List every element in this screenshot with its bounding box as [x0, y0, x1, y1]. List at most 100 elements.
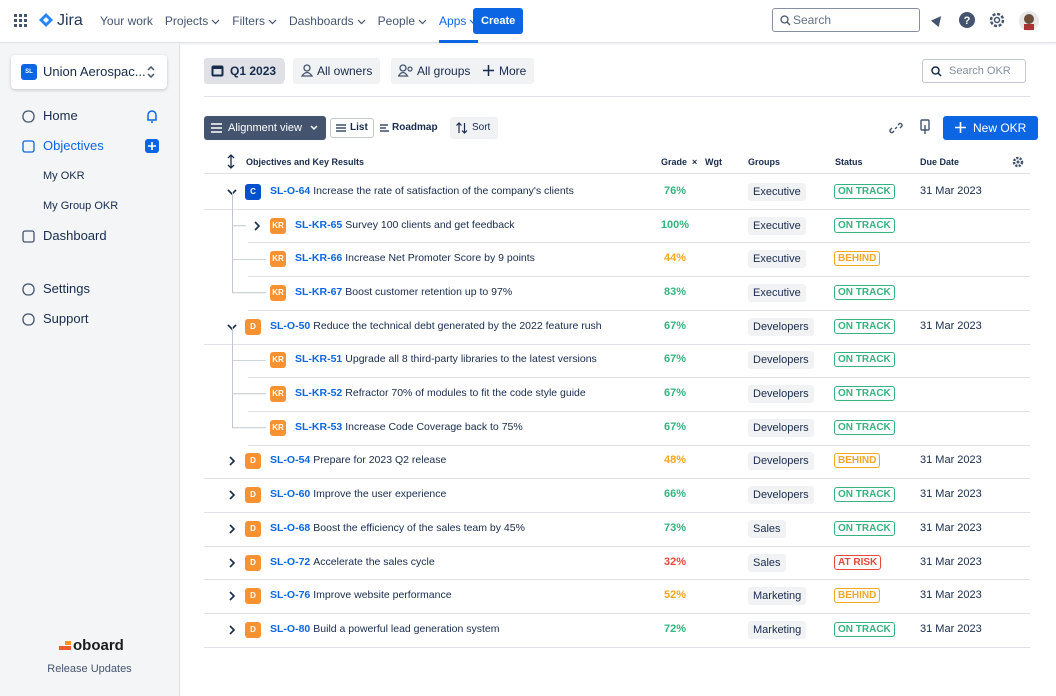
new-okr-label: New OKR — [973, 121, 1027, 135]
row-chevron — [229, 456, 236, 467]
nav-item-label: Dashboards — [288, 14, 354, 28]
row-divider — [204, 579, 1030, 581]
group: Executive — [748, 182, 806, 201]
roadmap-label: Roadmap — [392, 122, 438, 133]
okr-name: Boost customer retention up to 97% — [345, 285, 513, 298]
okr-title[interactable]: SL-KR-53 Increase Code Coverage back to 7… — [295, 421, 523, 433]
okr-title[interactable]: SL-KR-67 Boost customer retention up to 9… — [295, 286, 512, 298]
okr-title[interactable]: SL-O-72 Accelerate the sales cycle — [270, 556, 435, 568]
okr-title[interactable]: SL-KR-51 Upgrade all 8 third-party librar… — [295, 353, 597, 365]
groups-filter[interactable]: All groups — [391, 58, 479, 84]
product-name[interactable]: Jira — [57, 12, 83, 29]
okr-key[interactable]: SL-O-80 — [270, 622, 311, 635]
okr-title[interactable]: SL-O-54 Prepare for 2023 Q2 release — [270, 454, 446, 466]
grade: 52% — [663, 589, 687, 602]
status: ON TRACK — [834, 217, 895, 233]
search-box[interactable]: Search — [772, 8, 920, 32]
okr-key[interactable]: SL-O-68 — [270, 521, 311, 534]
chevron — [268, 19, 277, 25]
okr-title[interactable]: SL-O-60 Improve the user experience — [270, 488, 446, 500]
okr-key[interactable]: SL-O-50 — [270, 319, 311, 332]
owners-filter[interactable]: All owners — [293, 58, 381, 84]
more-label: More — [499, 64, 527, 78]
okr-key[interactable]: SL-O-54 — [270, 454, 311, 467]
list-toggle[interactable]: List — [330, 118, 374, 138]
okr-title[interactable]: SL-O-68 Boost the efficiency of the sales… — [270, 522, 525, 534]
status: BEHIND — [834, 453, 881, 469]
link-icon[interactable] — [889, 121, 903, 135]
help[interactable]: ? — [958, 11, 976, 29]
columns-settings[interactable] — [1012, 156, 1024, 168]
export-icon[interactable] — [920, 119, 932, 135]
level-badge: D — [245, 588, 261, 605]
side-nav-item[interactable]: Objectives — [43, 138, 104, 153]
okr-key[interactable]: SL-KR-67 — [295, 285, 343, 298]
row-divider — [204, 478, 1030, 480]
alignment-view[interactable]: Alignment view — [204, 116, 326, 140]
header-status: Status — [835, 157, 863, 167]
app-switcher[interactable] — [14, 14, 28, 28]
okr-title[interactable]: SL-KR-52 Refractor 70% of modules to fit … — [295, 387, 586, 399]
okr-name: Boost the efficiency of the sales team b… — [313, 521, 525, 534]
nav-item[interactable]: Your work — [100, 14, 153, 43]
okr-title[interactable]: SL-O-76 Improve website performance — [270, 589, 452, 601]
okr-name: Improve the user experience — [313, 488, 447, 501]
okr-title[interactable]: SL-O-50 Reduce the technical debt generat… — [270, 320, 602, 332]
more-filter[interactable]: More — [475, 58, 535, 84]
side-nav-item[interactable]: Home — [43, 108, 78, 123]
create-button[interactable]: Create — [473, 8, 524, 34]
okr-title[interactable]: SL-O-64 Increase the rate of satisfaction… — [270, 185, 574, 197]
okr-title[interactable]: SL-KR-65 Survey 100 clients and get feedb… — [295, 219, 515, 231]
jira-logo[interactable] — [38, 12, 54, 28]
release-updates[interactable]: Release Updates — [47, 663, 132, 675]
side-nav-item[interactable]: Support — [43, 311, 89, 326]
notifications[interactable] — [930, 12, 946, 28]
row-chevron — [254, 220, 261, 231]
status: BEHIND — [834, 588, 881, 604]
settings[interactable] — [988, 11, 1006, 29]
row-chevron — [229, 524, 236, 534]
okr-title[interactable]: SL-O-80 Build a powerful lead generation … — [270, 623, 499, 635]
nav-item[interactable]: People — [378, 14, 427, 43]
grade: 72% — [663, 622, 687, 635]
okr-key[interactable]: SL-O-72 — [270, 555, 311, 568]
avatar[interactable] — [1018, 10, 1040, 32]
project-selector[interactable]: SL Union Aerospac... — [11, 55, 167, 89]
grade: 67% — [663, 387, 687, 400]
okr-title[interactable]: SL-KR-66 Increase Net Promoter Score by 9… — [295, 252, 535, 264]
nav-item[interactable]: Projects — [165, 14, 220, 43]
okr-search[interactable]: Search OKR — [922, 59, 1026, 83]
side-nav-item[interactable]: Dashboard — [43, 228, 107, 243]
roadmap-toggle[interactable]: Roadmap — [375, 118, 446, 138]
okr-key[interactable]: SL-O-60 — [270, 488, 311, 501]
side-nav-icon — [22, 140, 35, 153]
nav-item-label: Your work — [100, 14, 153, 28]
new-okr-button[interactable]: New OKR — [943, 116, 1039, 140]
okr-key[interactable]: SL-KR-65 — [295, 218, 343, 231]
list-icon — [336, 124, 346, 132]
okr-name: Increase Net Promoter Score by 9 points — [345, 252, 535, 265]
side-nav-item[interactable]: My Group OKR — [43, 200, 119, 212]
list-label: List — [350, 122, 368, 133]
okr-key[interactable]: SL-KR-51 — [295, 353, 343, 366]
side-nav-icon — [22, 313, 35, 326]
okr-key[interactable]: SL-KR-66 — [295, 252, 343, 265]
okr-key[interactable]: SL-KR-52 — [295, 387, 343, 400]
due-date: 31 Mar 2023 — [920, 589, 982, 602]
selector-arrows — [147, 66, 155, 78]
side-nav-item[interactable]: Settings — [43, 281, 90, 296]
row-divider — [204, 343, 1030, 345]
okr-key[interactable]: SL-O-76 — [270, 589, 311, 602]
okr-key[interactable]: SL-O-64 — [270, 184, 311, 197]
period-filter[interactable]: Q1 2023 — [204, 58, 285, 84]
nav-item[interactable]: Dashboards — [289, 14, 366, 43]
expand-all-icon[interactable] — [227, 154, 235, 169]
grade: 44% — [663, 252, 687, 265]
grade: 67% — [663, 420, 687, 433]
grade: 76% — [663, 184, 687, 197]
row-divider — [204, 512, 1030, 513]
okr-key[interactable]: SL-KR-53 — [295, 420, 343, 433]
sort-button[interactable]: Sort — [450, 117, 499, 139]
nav-item[interactable]: Filters — [232, 14, 277, 43]
side-nav-item[interactable]: My OKR — [43, 170, 85, 182]
